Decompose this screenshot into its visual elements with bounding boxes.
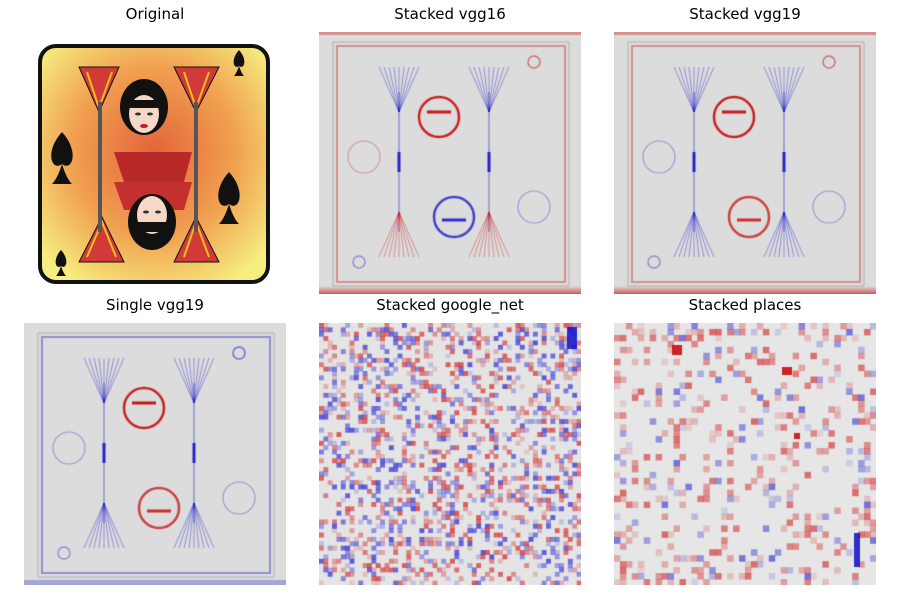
panel-title: Original xyxy=(125,5,185,23)
sword-icon xyxy=(98,102,198,232)
spade-icon xyxy=(51,50,245,276)
saliency-map-image xyxy=(614,32,876,294)
saliency-map-image xyxy=(614,323,876,585)
panel-title: Stacked vgg16 xyxy=(394,5,506,23)
panel-title: Stacked google_net xyxy=(376,296,524,314)
panel-title: Single vgg19 xyxy=(106,296,204,314)
panel-title: Stacked vgg19 xyxy=(689,5,801,23)
saliency-map-image xyxy=(24,323,286,585)
saliency-map-image xyxy=(319,32,581,294)
original-card-image xyxy=(24,32,286,294)
panel-title: Stacked places xyxy=(688,296,802,314)
saliency-map-image xyxy=(319,323,581,585)
figure-bottom xyxy=(114,182,192,250)
figure-top xyxy=(114,79,192,182)
